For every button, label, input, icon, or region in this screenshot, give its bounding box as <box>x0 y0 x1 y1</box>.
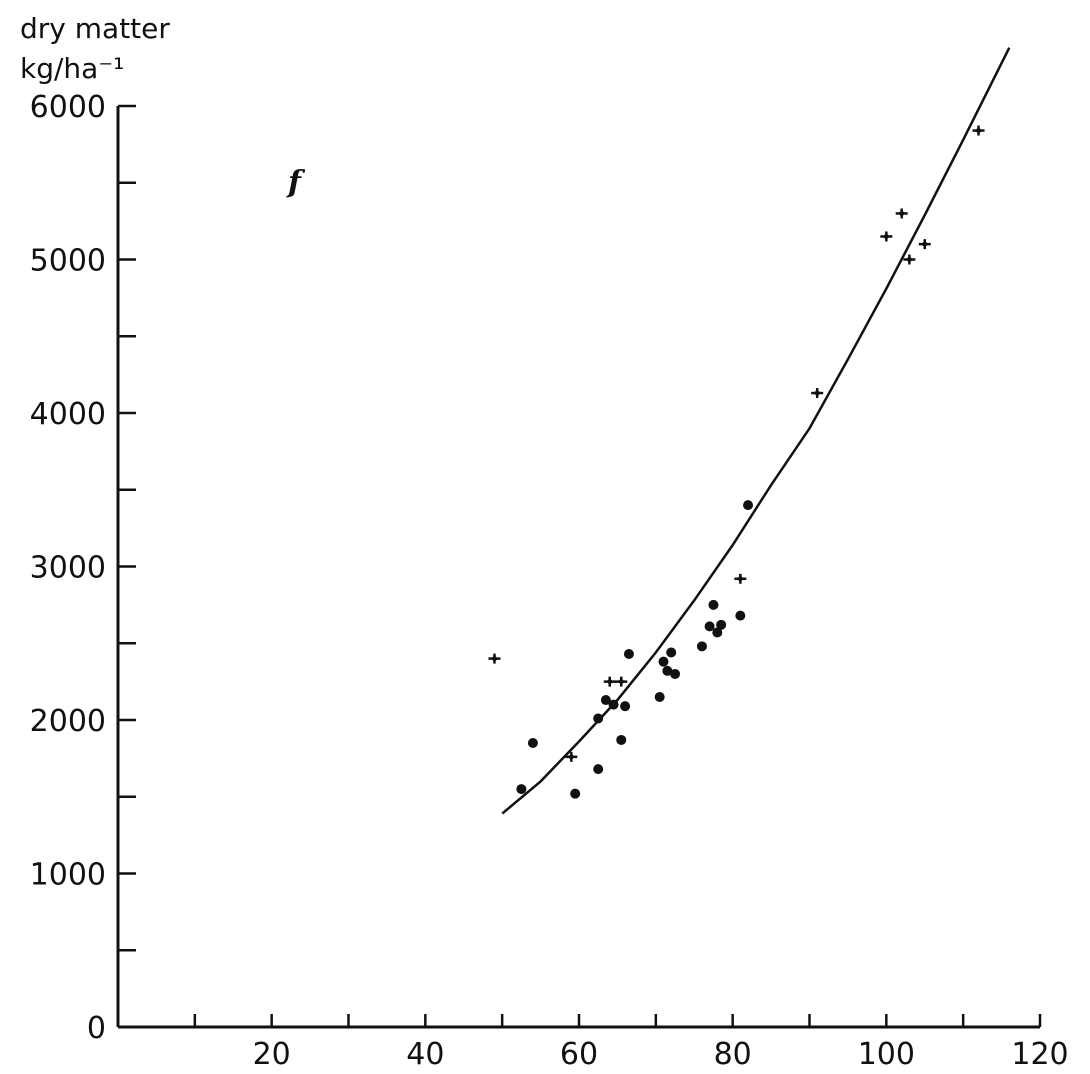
data-point-dot <box>696 641 707 652</box>
axes: 20 40 60 80 100 120 0 1000 2000 3000 4000 5000 6000 <box>30 90 1069 1072</box>
data-point-dot <box>735 610 746 621</box>
x-tick-label: 120 <box>1011 1037 1068 1072</box>
data-point-dot <box>516 784 527 795</box>
x-tick-label: 100 <box>858 1037 915 1072</box>
plus-marker-center <box>618 679 624 685</box>
data-point-dot <box>743 500 754 511</box>
plus-marker-center <box>899 210 905 216</box>
y-axis-label-line-1: dry matter <box>20 12 170 45</box>
data-point-dot <box>662 665 673 676</box>
data-point-plus <box>895 208 908 219</box>
data-point-plus <box>734 573 747 584</box>
data-point-dot <box>620 701 631 712</box>
data-point-dot <box>600 695 611 706</box>
x-tick-label: 60 <box>560 1037 598 1072</box>
plus-marker-center <box>491 656 497 662</box>
plus-marker-center <box>568 754 574 760</box>
y-tick-label: 6000 <box>30 90 106 125</box>
data-point-plus <box>565 751 578 762</box>
data-point-plus <box>615 676 628 687</box>
data-point-dot <box>670 668 681 679</box>
data-point-plus <box>488 653 501 664</box>
data-point-dot <box>608 699 619 710</box>
fitted-curve-line <box>501 47 1011 815</box>
y-tick-label: 5000 <box>30 244 106 279</box>
data-point-plus <box>903 254 916 265</box>
data-point-plus <box>880 231 893 242</box>
data-point-dot <box>527 738 538 749</box>
data-point-plus <box>811 388 824 399</box>
panel-label: f <box>286 165 306 200</box>
y-axis-label-line-2: kg/ha⁻¹ <box>20 52 124 85</box>
plus-marker-center <box>906 257 912 262</box>
data-point-dot <box>593 764 604 775</box>
x-tick-label: 20 <box>253 1037 291 1072</box>
y-tick-label: 4000 <box>30 397 106 432</box>
data-point-dot <box>593 713 604 724</box>
y-tick-label: 0 <box>87 1011 106 1046</box>
data-point-dot <box>704 621 715 632</box>
data-point-dot <box>708 599 719 610</box>
data-point-dot <box>666 647 677 658</box>
data-point-dot <box>658 656 669 667</box>
data-point-dot <box>623 648 634 659</box>
fitted-curve-layer <box>501 47 1011 815</box>
plus-marker-center <box>814 390 820 396</box>
data-point-dot <box>616 734 627 745</box>
data-point-plus <box>918 239 931 250</box>
data-point-dot <box>570 788 581 799</box>
data-points-layer <box>488 125 985 799</box>
data-point-plus <box>972 125 985 136</box>
y-tick-label: 1000 <box>30 858 106 893</box>
data-point-dot <box>712 627 723 638</box>
plus-marker-center <box>976 128 982 134</box>
plus-marker-center <box>737 576 743 582</box>
x-tick-label: 80 <box>714 1037 752 1072</box>
y-tick-label: 3000 <box>30 551 106 586</box>
plus-marker-center <box>922 241 928 247</box>
data-point-plus <box>603 676 616 687</box>
plus-marker-center <box>883 233 889 239</box>
x-tick-label: 40 <box>406 1037 444 1072</box>
data-point-dot <box>716 619 727 630</box>
plus-marker-center <box>607 679 613 685</box>
y-tick-label: 2000 <box>30 704 106 739</box>
data-point-dot <box>654 691 665 702</box>
